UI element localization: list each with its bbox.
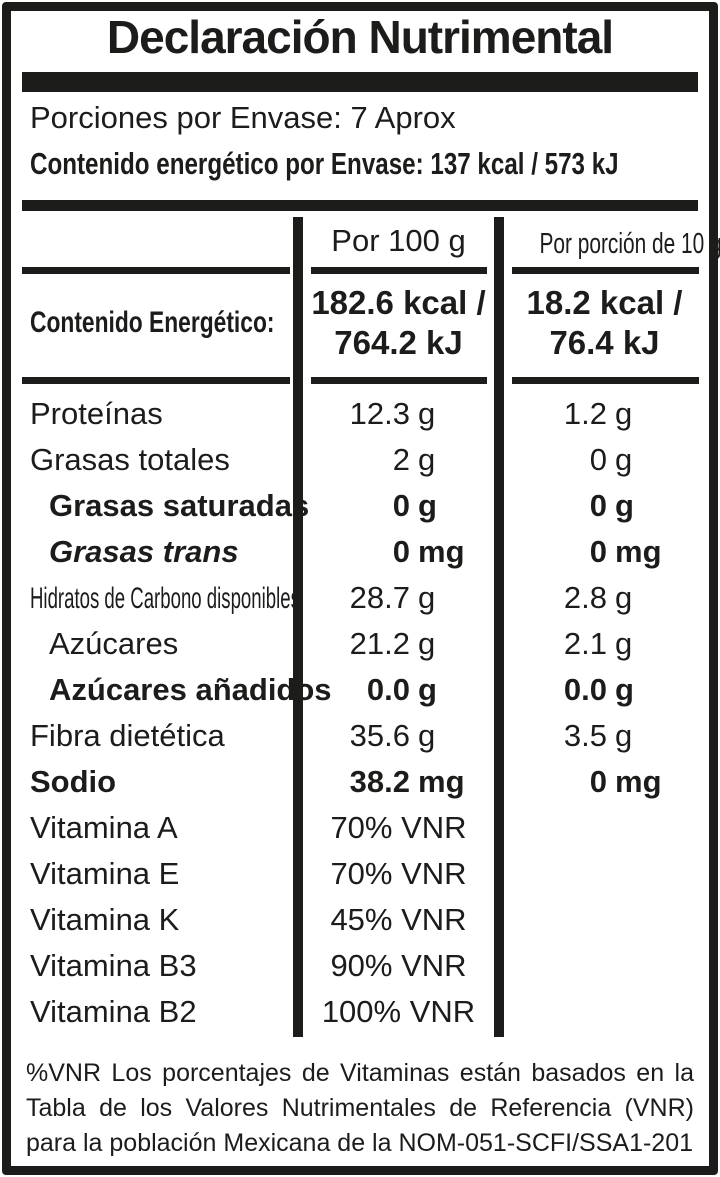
row-vitamina-a: Vitamina A 70% VNR	[11, 805, 709, 851]
row-vitamina-k: Vitamina K 45% VNR	[11, 897, 709, 943]
nutrient-label: Vitamina K	[30, 902, 180, 937]
rule-energy-col3	[512, 377, 699, 384]
unit-per-portion: g	[615, 396, 633, 431]
row-azucares: Azúcares 21.2 g 2.1 g	[11, 621, 709, 667]
rule-header-left	[22, 267, 290, 274]
value-per-portion: 3.5	[563, 718, 607, 753]
row-sodio: Sodio 38.2 mg 0 mg	[11, 759, 709, 805]
nutrient-label: Fibra dietética	[30, 718, 225, 753]
divider-bar-top	[22, 72, 698, 92]
value-per-100g: 35.6	[349, 718, 410, 753]
col-header-per-100g: Por 100 g	[331, 223, 466, 258]
value-per-portion: 0	[589, 534, 607, 569]
unit-per-100g: mg	[418, 764, 465, 799]
value-per-100g: 0	[392, 534, 410, 569]
rule-header-col2	[311, 267, 487, 274]
row-vitamina-b3: Vitamina B3 90% VNR	[11, 943, 709, 989]
unit-per-100g: g	[418, 626, 436, 661]
nutrient-label: Sodio	[30, 764, 117, 799]
vnr-value: 100% VNR	[321, 994, 476, 1029]
nutrient-label: Vitamina A	[30, 810, 178, 845]
servings-per-package-text: Porciones por Envase: 7 Aprox	[30, 100, 456, 135]
value-per-portion: 2.1	[563, 626, 607, 661]
vnr-value: 90% VNR	[330, 948, 467, 983]
value-per-portion: 0	[589, 442, 607, 477]
unit-per-portion: g	[615, 580, 633, 615]
vnr-footnote: %VNR Los porcentajes de Vitaminas están …	[26, 1056, 694, 1161]
unit-per-100g: g	[418, 488, 437, 523]
value-per-portion: 2.8	[563, 580, 607, 615]
footnote-line-3: para la población Mexicana de la NOM-051…	[26, 1129, 694, 1157]
nutrient-label: Vitamina B3	[30, 948, 197, 983]
column-divider-1	[293, 217, 303, 1037]
unit-per-portion: g	[615, 488, 634, 523]
value-per-100g: 21.2	[349, 626, 410, 661]
row-grasas-trans: Grasas trans 0 mg 0 mg	[11, 529, 709, 575]
nutrient-label: Vitamina E	[30, 856, 180, 891]
value-per-portion: 0.0	[563, 672, 607, 707]
unit-per-100g: g	[418, 580, 436, 615]
nutrient-label: Grasas saturadas	[49, 488, 310, 523]
vnr-value: 70% VNR	[330, 856, 467, 891]
row-fibra-dietetica: Fibra dietética 35.6 g 3.5 g	[11, 713, 709, 759]
nutrient-label: Vitamina B2	[30, 994, 197, 1029]
row-vitamina-b2: Vitamina B2 100% VNR	[11, 989, 709, 1035]
unit-per-portion: g	[615, 672, 634, 707]
value-per-100g: 0	[392, 488, 410, 523]
unit-per-100g: g	[418, 718, 436, 753]
value-per-100g: 0.0	[366, 672, 410, 707]
nutrient-label: Azúcares añadidos	[49, 672, 332, 707]
value-per-portion: 0	[589, 764, 607, 799]
unit-per-100g: mg	[418, 534, 465, 569]
unit-per-100g: g	[418, 672, 437, 707]
nutrient-label: Azúcares	[49, 626, 179, 661]
unit-per-portion: mg	[615, 534, 662, 569]
energy-row-label: Contenido Energético:	[30, 306, 275, 339]
nutrient-label: Grasas trans	[49, 534, 239, 569]
divider-bar-mid	[22, 200, 698, 211]
value-per-portion: 0	[589, 488, 607, 523]
vnr-value: 70% VNR	[330, 810, 467, 845]
row-vitamina-e: Vitamina E 70% VNR	[11, 851, 709, 897]
row-proteinas: Proteínas 12.3 g 1.2 g	[11, 391, 709, 437]
col-header-per-portion: Por porción de 10 g	[539, 228, 720, 260]
nutrient-label: Hidratos de Carbono disponibles	[30, 582, 300, 615]
energy-per-portion-value: 18.2 kcal / 76.4 kJ	[526, 284, 683, 361]
nutrient-label: Proteínas	[30, 396, 163, 431]
value-per-portion: 1.2	[563, 396, 607, 431]
column-divider-2	[494, 217, 504, 1037]
unit-per-100g: g	[418, 442, 436, 477]
value-per-100g: 28.7	[349, 580, 410, 615]
energy-per-package-text: Contenido energético por Envase: 137 kca…	[30, 146, 619, 181]
unit-per-100g: g	[418, 396, 436, 431]
row-azucares-anadidos: Azúcares añadidos 0.0 g 0.0 g	[11, 667, 709, 713]
vnr-value: 45% VNR	[330, 902, 467, 937]
unit-per-portion: g	[615, 442, 633, 477]
footnote-line-2: Tabla de los Valores Nutrimentales de Re…	[26, 1094, 694, 1122]
rule-energy-left	[22, 377, 290, 384]
unit-per-portion: g	[615, 718, 633, 753]
nutrient-label: Grasas totales	[30, 442, 230, 477]
footnote-line-1: %VNR Los porcentajes de Vitaminas están …	[26, 1059, 694, 1087]
rule-header-col3	[512, 267, 699, 274]
energy-per-100g-value: 182.6 kcal / 764.2 kJ	[311, 284, 486, 361]
value-per-100g: 12.3	[349, 396, 410, 431]
value-per-100g: 38.2	[349, 764, 410, 799]
value-per-100g: 2	[392, 442, 410, 477]
row-hidratos-carbono: Hidratos de Carbono disponibles 28.7 g 2.…	[11, 575, 709, 621]
unit-per-portion: g	[615, 626, 633, 661]
label-title: Declaración Nutrimental	[106, 11, 614, 63]
rule-energy-col2	[311, 377, 487, 384]
unit-per-portion: mg	[615, 764, 662, 799]
